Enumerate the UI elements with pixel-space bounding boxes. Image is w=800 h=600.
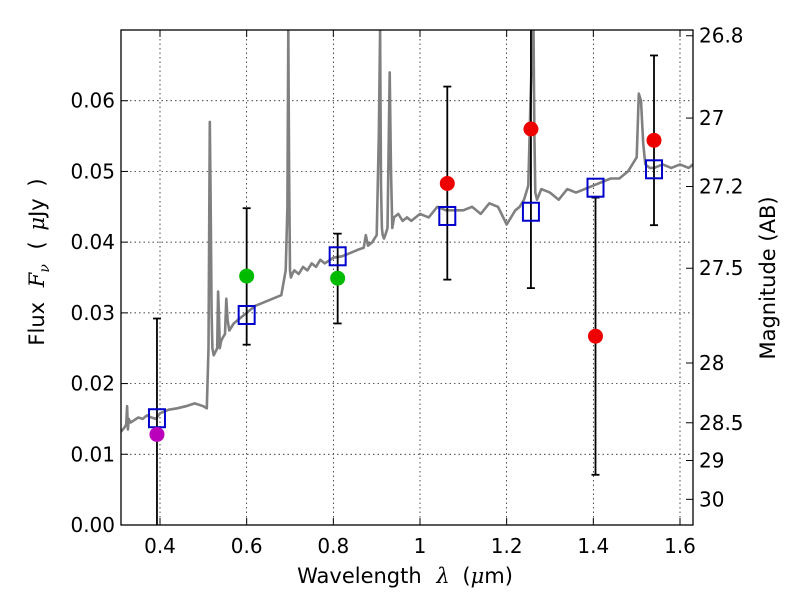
y-tick-label: 0.03: [70, 301, 115, 325]
y-tick-label: 0.00: [70, 513, 115, 537]
y2-tick-label: 28: [699, 351, 724, 375]
y-axis-label: Flux Fν ( μJy ): [25, 178, 54, 345]
y2-tick-label: 30: [699, 487, 724, 511]
y2-tick-label: 29: [699, 449, 724, 473]
x-tick-label: 1: [414, 534, 427, 558]
y-tick-label: 0.01: [70, 442, 115, 466]
y2-tick-label: 27.5: [699, 256, 744, 280]
y-tick-label: 0.04: [70, 230, 115, 254]
y-tick-label: 0.05: [70, 159, 115, 183]
y2-tick-label: 26.8: [699, 24, 744, 48]
observed-point: [588, 328, 603, 344]
x-label-unit-rest: m): [484, 564, 513, 588]
model-box-layer: [147, 159, 663, 429]
x-tick-label: 0.6: [231, 534, 263, 558]
x-label-symbol: λ: [435, 564, 449, 588]
y-tick-label: 0.06: [70, 89, 115, 113]
y-label-symbol: F: [25, 271, 49, 288]
x-label-unit-mu: μ: [471, 564, 485, 588]
observed-point: [149, 426, 165, 442]
x-label-prefix: Wavelength: [297, 564, 422, 588]
y-label-unit-rest: Jy: [25, 198, 49, 219]
model-box-marker: [586, 177, 605, 198]
spectrum-line: [121, 30, 693, 433]
observed-point: [523, 121, 539, 137]
y-label-unit-mu: μ: [25, 217, 49, 231]
x-tick-label: 1.6: [664, 534, 696, 558]
observed-point: [239, 268, 255, 284]
y2-axis-label: Magnitude (AB): [756, 196, 780, 359]
y-label-prefix: Flux: [25, 302, 49, 346]
tick-layer: 0.4 0.6 0.8 1 1.2 1.4 1.6 0.00 0.01 0.02 0.03 0.04 0…: [70, 24, 743, 558]
observed-point: [646, 132, 662, 148]
plot-background: [121, 30, 693, 525]
y-label-unit-open: (: [25, 241, 49, 249]
x-tick-label: 0.4: [144, 534, 176, 558]
x-tick-label: 1.2: [491, 534, 523, 558]
observed-point: [330, 270, 346, 286]
observed-point-layer: [149, 121, 662, 442]
y-tick-label: 0.02: [70, 372, 115, 396]
model-box-marker: [328, 246, 347, 267]
y-label-unit-close: ): [25, 178, 49, 186]
y2-tick-label: 27.2: [699, 175, 744, 199]
x-tick-label: 0.8: [317, 534, 349, 558]
y-label-subscript: ν: [37, 264, 53, 273]
model-box-marker: [521, 201, 540, 222]
y2-tick-label: 27: [699, 106, 724, 130]
spectrum-layer: [121, 30, 693, 433]
x-label-unit-open: (: [462, 564, 470, 588]
model-box-marker: [438, 205, 457, 226]
plot-frame: [120, 29, 694, 526]
x-tick-label: 1.4: [577, 534, 609, 558]
model-box-marker: [237, 304, 256, 325]
model-box-marker: [645, 159, 663, 180]
x-axis-label: Wavelength λ (μm): [297, 564, 513, 588]
observed-point: [439, 175, 455, 191]
y2-tick-label: 28.5: [699, 411, 744, 435]
